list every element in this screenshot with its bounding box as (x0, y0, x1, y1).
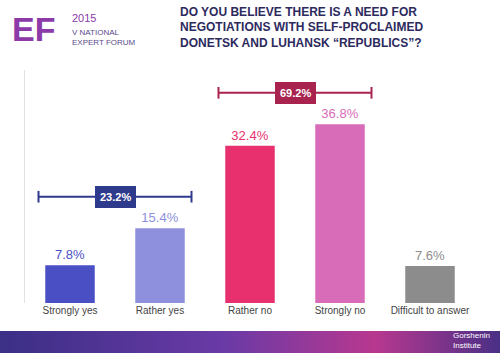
svg-text:36.8%: 36.8% (321, 106, 358, 121)
svg-text:15.4%: 15.4% (141, 210, 178, 225)
svg-text:V NATIONALEXPERT FORUM: V NATIONALEXPERT FORUM (72, 28, 136, 47)
svg-text:Rather no: Rather no (228, 305, 272, 316)
svg-text:32.4%: 32.4% (231, 128, 268, 143)
svg-text:7.8%: 7.8% (55, 247, 85, 262)
svg-text:Rather yes: Rather yes (136, 305, 184, 316)
svg-text:Strongly yes: Strongly yes (42, 305, 97, 316)
svg-text:23.2%: 23.2% (100, 191, 131, 203)
svg-text:Strongly no: Strongly no (315, 305, 366, 316)
svg-text:2015: 2015 (72, 12, 96, 24)
svg-text:7.6%: 7.6% (415, 248, 445, 263)
svg-text:GorsheninInstitute: GorsheninInstitute (453, 331, 490, 350)
svg-text:DO YOU BELIEVE THERE IS A NEED: DO YOU BELIEVE THERE IS A NEED FORNEGOTI… (180, 5, 423, 50)
svg-text:Difficult to answer: Difficult to answer (391, 305, 470, 316)
svg-text:69.2%: 69.2% (280, 87, 311, 99)
svg-text:EF: EF (12, 10, 55, 48)
